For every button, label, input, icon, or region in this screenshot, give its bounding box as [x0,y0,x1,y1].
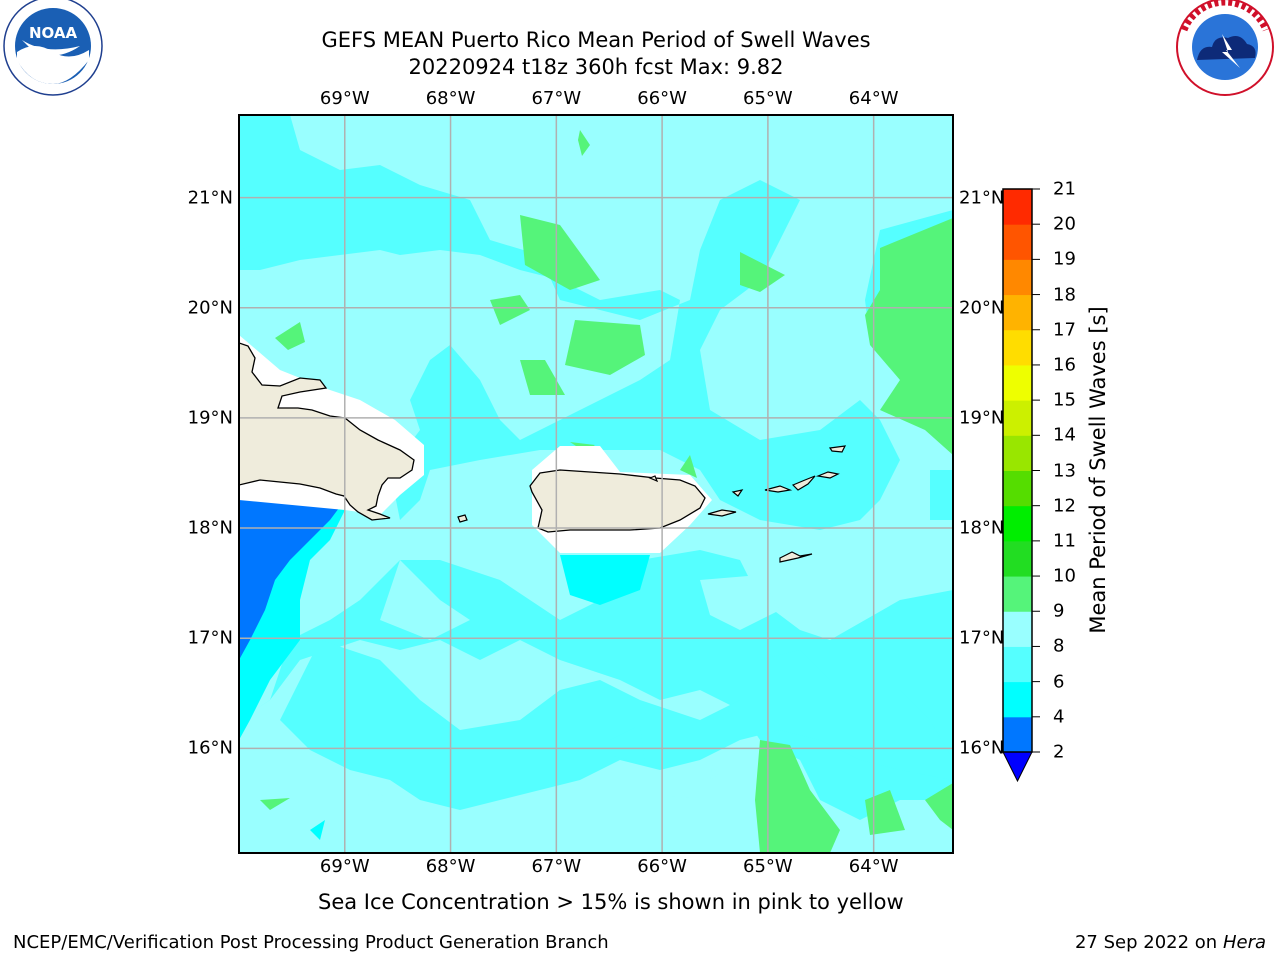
small-islands [457,445,847,563]
latitude-label: 19°N [187,407,233,429]
colorbar-segment [1003,224,1032,260]
puerto-rico-land [529,469,706,533]
longitude-label: 65°W [743,88,793,109]
credit-branch: NCEP/EMC/Verification Post Processing Pr… [13,932,609,953]
swell-field-6-8-patches [239,115,953,810]
colorbar-segment [1003,646,1032,683]
colorbar-segment [1003,576,1032,612]
graticule [239,115,953,853]
colorbar-tick-label: 4 [1053,706,1065,728]
latitude-label: 21°N [959,187,1005,209]
longitude-label: 69°W [319,88,370,109]
swell-field-8-9-patches [368,765,718,802]
colorbar-tick-label: 20 [1053,213,1076,235]
colorbar-tick-label: 6 [1053,671,1065,693]
latitude-label: 18°N [187,517,233,539]
longitude-label: 69°W [319,856,370,877]
map-panel [239,115,953,853]
latitude-label: 20°N [187,297,233,319]
latitude-label: 19°N [959,407,1005,429]
longitude-label: 64°W [848,856,899,877]
colorbar-tick-label: 16 [1053,354,1076,376]
map-title: GEFS MEAN Puerto Rico Mean Period of Swe… [321,28,871,52]
credit-date: 27 Sep 2022 on [1074,932,1218,953]
hispaniola-land [239,342,415,521]
colorbar-segment [1003,681,1032,718]
swell-field-9-10 [260,130,953,853]
colorbar-tick-label: 21 [1053,178,1076,200]
colorbar-segment [1003,435,1032,471]
map-subtitle: 20220924 t18z 360h fcst Max: 9.82 [408,55,784,79]
credit-date-host: 27 Sep 2022 on Hera [1075,932,1266,953]
longitude-label: 67°W [531,88,582,109]
colorbar-segment [1003,329,1032,366]
sea-ice-footnote: Sea Ice Concentration > 15% is shown in … [318,890,904,914]
noaa-logo: NOAA [3,0,103,96]
colorbar-segment [1003,505,1032,542]
colorbar [1002,188,1040,783]
colorbar-under-arrow [1002,751,1033,783]
colorbar-tick-label: 14 [1053,424,1076,446]
longitude-label: 66°W [637,88,687,109]
latitude-label: 17°N [187,627,233,649]
noaa-logo-text: NOAA [29,24,78,42]
colorbar-segment [1003,364,1032,401]
colorbar-segment [1003,294,1032,331]
colorbar-tick-label: 12 [1053,495,1076,517]
colorbar-tick-label: 19 [1053,248,1076,270]
colorbar-segment [1003,540,1032,577]
latitude-label: 21°N [187,187,233,209]
colorbar-segment [1003,189,1032,225]
colorbar-segment [1003,470,1032,507]
latitude-label: 16°N [959,737,1005,759]
colorbar-tick-label: 17 [1053,319,1076,341]
colorbar-segment [1003,611,1032,647]
colorbar-label: Mean Period of Swell Waves [s] [1086,306,1110,634]
colorbar-tick-label: 8 [1053,635,1065,657]
colorbar-tick-label: 2 [1053,741,1065,763]
longitude-label: 66°W [637,856,687,877]
longitude-label: 64°W [848,88,899,109]
longitude-label: 67°W [531,856,582,877]
colorbar-tick-label: 10 [1053,565,1076,587]
colorbar-tick-label: 9 [1053,600,1065,622]
map-frame [238,114,954,854]
colorbar-tick-label: 18 [1053,284,1076,306]
swell-field-2-4 [239,500,345,660]
nws-logo [1176,0,1274,96]
longitude-label: 68°W [425,856,476,877]
colorbar-tick-label: 13 [1053,460,1076,481]
longitude-label: 65°W [743,856,793,877]
longitude-label: 68°W [425,88,476,109]
credit-host: Hera [1222,932,1266,953]
latitude-label: 18°N [959,517,1005,539]
latitude-label: 17°N [959,627,1005,649]
colorbar-segment [1003,400,1032,436]
colorbar-tick-label: 15 [1053,389,1076,411]
colorbar-segment [1003,259,1032,296]
colorbar-segment [1003,716,1032,753]
colorbar-tick-label: 11 [1053,530,1076,552]
latitude-label: 16°N [187,737,233,759]
latitude-label: 20°N [959,297,1005,319]
